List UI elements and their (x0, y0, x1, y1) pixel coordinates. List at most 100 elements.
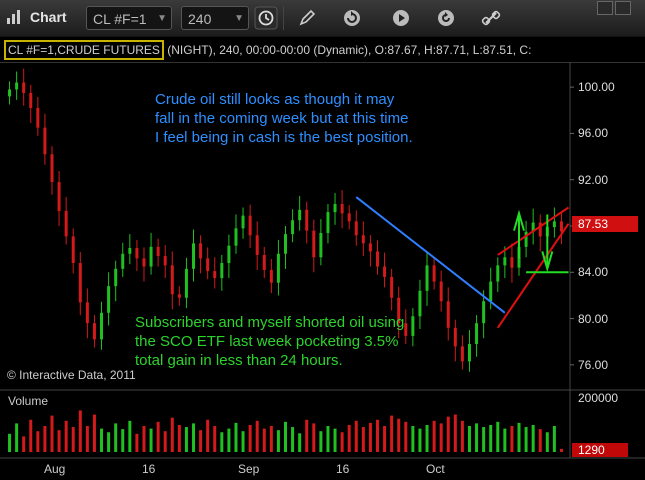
candle-body (234, 228, 238, 246)
candle-body (397, 297, 401, 324)
time-tick-label: 16 (336, 462, 350, 476)
volume-bar (170, 417, 174, 452)
price-tick-label: 80.00 (578, 311, 609, 326)
candle-body (312, 230, 316, 258)
volume-bar (333, 428, 337, 452)
volume-bar (319, 431, 323, 452)
chart-app-icon (7, 10, 20, 24)
arrowhead (513, 209, 525, 231)
candle-body (418, 290, 422, 317)
candle-body (92, 323, 96, 340)
toolbar-divider (283, 6, 284, 30)
candle-body (439, 281, 443, 302)
pencil-icon[interactable] (295, 6, 319, 30)
volume-bar (234, 422, 238, 452)
volume-bar (92, 414, 96, 452)
volume-bar (15, 423, 19, 452)
volume-bar (142, 426, 146, 452)
volume-bar (404, 421, 408, 452)
candle-body (383, 266, 387, 277)
volume-bar (368, 422, 372, 452)
play-icon[interactable] (389, 6, 413, 30)
candle-body (361, 235, 365, 244)
volume-bar (340, 432, 344, 452)
candle-body (390, 276, 394, 298)
volume-bar (43, 426, 47, 452)
volume-bar (100, 428, 104, 452)
volume-bar (503, 428, 507, 452)
chevron-down-icon[interactable]: ▼ (157, 13, 167, 24)
volume-bar (71, 427, 75, 452)
candle-body (375, 251, 379, 267)
candle-body (291, 220, 295, 235)
volume-bar (199, 430, 203, 452)
candle-body (538, 222, 542, 237)
volume-bar (489, 424, 493, 452)
volume-bar (510, 426, 514, 452)
clock-icon[interactable] (254, 6, 278, 30)
candle-body (78, 263, 82, 303)
volume-bar (531, 424, 535, 452)
volume-bar (305, 419, 309, 452)
symbol-input[interactable]: CL #F=1 ▼ (86, 6, 172, 30)
volume-bar (375, 419, 379, 452)
candle-body (213, 271, 217, 279)
volume-bar (85, 426, 89, 452)
volume-bar (192, 423, 196, 452)
candle-body (184, 268, 188, 298)
volume-bar (446, 416, 450, 452)
trendline-channel-lower (496, 223, 570, 329)
volume-bar (220, 432, 224, 452)
window-title: Chart (30, 9, 67, 25)
chevron-down-icon[interactable]: ▼ (234, 13, 244, 24)
refresh-icon[interactable] (340, 6, 364, 30)
candle-body (220, 263, 224, 279)
volume-bar (291, 427, 295, 452)
minimize-button[interactable] (597, 1, 613, 15)
candle-body (354, 221, 358, 236)
candle-body (524, 231, 528, 247)
candle-body (43, 127, 47, 155)
volume-bar (545, 432, 549, 452)
replay-icon[interactable] (434, 6, 458, 30)
volume-bar (255, 420, 259, 452)
ohlc-details: (NIGHT), 240, 00:00-00:00 (Dynamic), O:8… (163, 43, 532, 57)
candle-body (142, 258, 146, 267)
volume-bar (107, 432, 111, 452)
candle-body (559, 221, 563, 232)
candle-body (177, 294, 181, 298)
candle-body (552, 221, 556, 228)
volume-bar (50, 415, 54, 452)
candle-body (340, 204, 344, 214)
copyright-text: © Interactive Data, 2011 (7, 368, 136, 382)
time-tick-label: 16 (142, 462, 156, 476)
candle-body (85, 302, 89, 324)
period-input[interactable]: 240 ▼ (181, 6, 249, 30)
volume-bar (390, 415, 394, 452)
candle-body (276, 253, 280, 283)
volume-bar (354, 420, 358, 452)
candle-body (262, 254, 266, 270)
volume-bar (418, 428, 422, 452)
volume-bar (269, 426, 273, 452)
candle-body (206, 258, 210, 272)
volume-bar (213, 426, 217, 452)
price-chart[interactable] (0, 37, 645, 480)
symbol-value: CL #F=1 (93, 11, 147, 27)
candle-body (489, 281, 493, 302)
volume-bar (361, 427, 365, 452)
volume-bar (149, 428, 153, 452)
trendline-channel-upper (497, 206, 570, 256)
candle-body (298, 209, 302, 221)
price-tick-label: 96.00 (578, 126, 609, 141)
candle-body (8, 89, 12, 97)
price-tick-label: 84.00 (578, 265, 609, 280)
link-icon[interactable] (479, 6, 503, 30)
candle-body (319, 232, 323, 258)
volume-bar (241, 431, 245, 452)
volume-bar (482, 427, 486, 452)
volume-bar (156, 421, 160, 452)
volume-bar (524, 427, 528, 452)
maximize-button[interactable] (615, 1, 631, 15)
